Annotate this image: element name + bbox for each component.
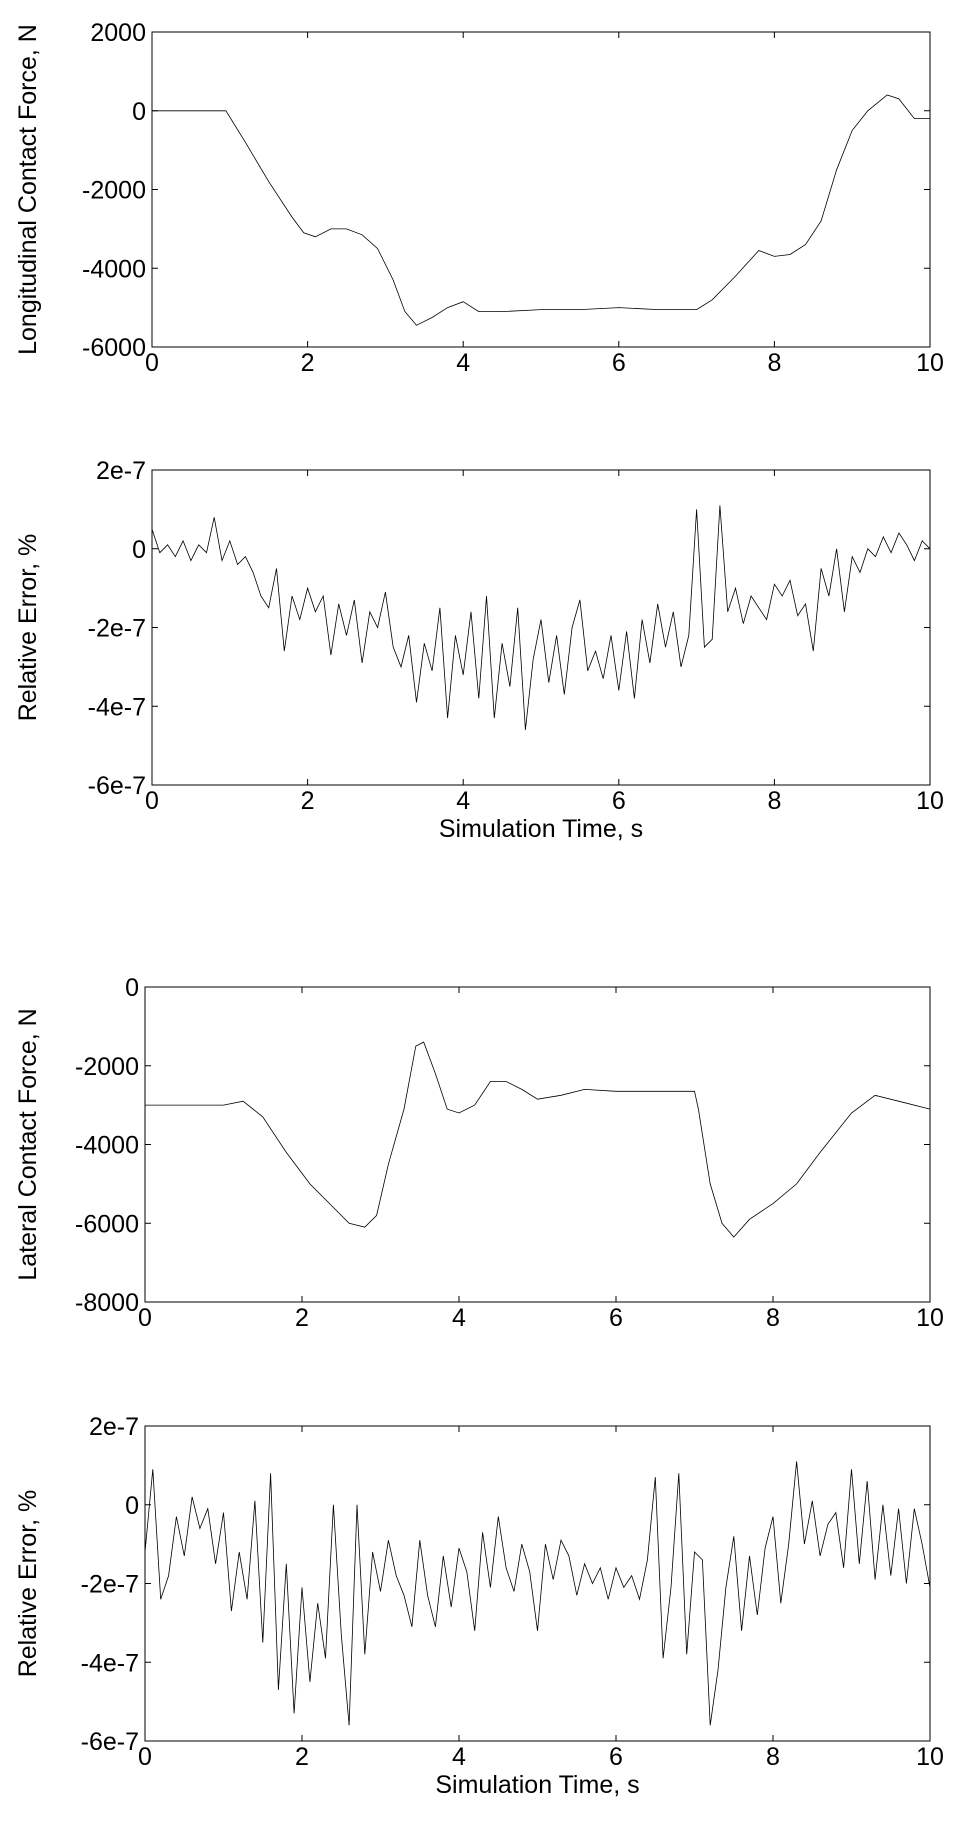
x-tick-label: 6 bbox=[612, 787, 626, 815]
y-axis-label: Lateral Contact Force, N bbox=[14, 1008, 42, 1280]
x-tick-label: 0 bbox=[145, 787, 159, 815]
y-tick-label: -6e-7 bbox=[81, 1728, 139, 1756]
x-tick-label: 10 bbox=[916, 1304, 944, 1332]
y-axis-label: Relative Error, % bbox=[14, 1490, 42, 1678]
y-tick-label: -6e-7 bbox=[88, 772, 146, 800]
y-tick-label: -4000 bbox=[82, 255, 146, 283]
x-tick-label: 2 bbox=[301, 787, 315, 815]
x-tick-label: 4 bbox=[456, 787, 470, 815]
x-tick-label: 8 bbox=[767, 349, 781, 377]
chart-panel-3: 0 2 4 6 8 10 0 -2000 -4000 -6000 -8000 Lateral Cont… bbox=[14, 974, 944, 1332]
x-tick-label: 2 bbox=[295, 1304, 309, 1332]
x-tick-label: 8 bbox=[767, 787, 781, 815]
x-tick-label: 2 bbox=[301, 349, 315, 377]
y-tick-label: 0 bbox=[132, 536, 146, 564]
y-tick-label: -4000 bbox=[75, 1132, 139, 1160]
x-tick-label: 6 bbox=[612, 349, 626, 377]
y-tick-label: -2e-7 bbox=[81, 1571, 139, 1599]
x-tick-label: 6 bbox=[609, 1743, 623, 1771]
y-tick-label: -6000 bbox=[75, 1210, 139, 1238]
y-tick-label: -4e-7 bbox=[81, 1649, 139, 1677]
x-tick-label: 8 bbox=[766, 1304, 780, 1332]
y-tick-label: -8000 bbox=[75, 1289, 139, 1317]
x-tick-label: 0 bbox=[138, 1304, 152, 1332]
x-tick-label: 4 bbox=[452, 1304, 466, 1332]
chart-panel-2: 0 2 4 6 8 10 2e-7 0 -2e-7 -4e-7 -6e-7 Relative Erro… bbox=[14, 457, 944, 843]
y-tick-label: -2000 bbox=[75, 1053, 139, 1081]
x-tick-label: 4 bbox=[452, 1743, 466, 1771]
x-tick-label: 0 bbox=[145, 349, 159, 377]
x-tick-label: 8 bbox=[766, 1743, 780, 1771]
plot-frame bbox=[151, 31, 931, 348]
y-tick-label: -6000 bbox=[82, 334, 146, 362]
chart-panel-4: 0 2 4 6 8 10 2e-7 0 -2e-7 -4e-7 -6e-7 Relative Erro… bbox=[14, 1413, 944, 1799]
x-tick-label: 2 bbox=[295, 1743, 309, 1771]
x-tick-label: 0 bbox=[138, 1743, 152, 1771]
y-tick-label: 0 bbox=[125, 1492, 139, 1520]
x-tick-label: 4 bbox=[456, 349, 470, 377]
series-line-1 bbox=[151, 505, 931, 730]
x-tick-label: 10 bbox=[916, 787, 944, 815]
plot-frame bbox=[144, 986, 931, 1303]
y-axis-label: Relative Error, % bbox=[14, 534, 42, 722]
plot-frame bbox=[144, 1425, 931, 1742]
y-tick-label: -4e-7 bbox=[88, 693, 146, 721]
x-tick-label: 10 bbox=[916, 349, 944, 377]
x-tick-label: 10 bbox=[916, 1743, 944, 1771]
y-tick-label: -2e-7 bbox=[88, 615, 146, 643]
x-tick-label: 6 bbox=[609, 1304, 623, 1332]
plot-frame bbox=[151, 469, 931, 786]
series-line-1 bbox=[144, 1461, 931, 1726]
chart-panel-1: 0 2 4 6 8 10 2000 0 -2000 -4000 -6000 Longitudinal … bbox=[14, 19, 944, 377]
series-line-1 bbox=[145, 1041, 931, 1238]
y-tick-label: 2e-7 bbox=[96, 457, 146, 485]
y-tick-label: 2e-7 bbox=[89, 1413, 139, 1441]
y-tick-label: -2000 bbox=[82, 177, 146, 205]
y-tick-label: 2000 bbox=[90, 19, 146, 47]
y-axis-label: Longitudinal Contact Force, N bbox=[14, 24, 42, 355]
y-tick-label: 0 bbox=[125, 974, 139, 1002]
x-axis-label: Simulation Time, s bbox=[439, 815, 643, 843]
y-tick-label: 0 bbox=[132, 98, 146, 126]
series-line-1 bbox=[152, 94, 930, 326]
x-axis-label: Simulation Time, s bbox=[435, 1771, 639, 1799]
